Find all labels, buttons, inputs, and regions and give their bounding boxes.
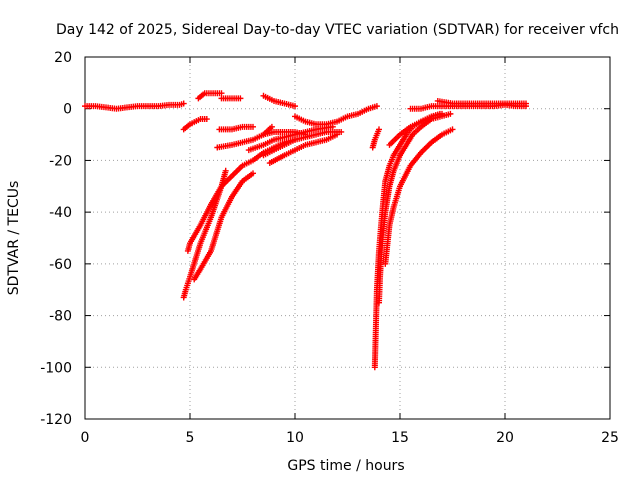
data-point <box>447 110 454 117</box>
data-point <box>292 103 298 110</box>
y-tick-label: -40 <box>49 205 72 221</box>
plot-frame <box>84 56 611 420</box>
y-tick-label: -20 <box>49 153 72 169</box>
data-point <box>376 126 382 133</box>
data-point <box>268 123 275 130</box>
grid <box>85 57 610 419</box>
y-tick-label: -120 <box>40 412 72 428</box>
data-points <box>82 90 529 371</box>
y-tick-label: -100 <box>40 360 72 376</box>
data-point <box>250 123 256 130</box>
data-point <box>237 95 244 102</box>
x-axis-label: GPS time / hours <box>287 458 404 474</box>
data-point <box>338 128 345 135</box>
data-point <box>218 90 225 97</box>
data-point <box>180 100 187 107</box>
x-tick-label: 5 <box>186 430 195 446</box>
chart-title: Day 142 of 2025, Sidereal Day-to-day VTE… <box>56 22 619 38</box>
data-point <box>203 116 210 123</box>
y-tick-label: -80 <box>49 309 72 325</box>
y-axis-label: SDTVAR / TECUs <box>6 181 22 296</box>
x-tick-label: 0 <box>81 430 90 446</box>
data-point <box>436 110 443 117</box>
data-point <box>449 126 456 133</box>
x-tick-label: 20 <box>496 430 514 446</box>
x-tick-label: 25 <box>601 430 619 446</box>
data-point <box>334 131 340 138</box>
data-point <box>523 100 529 107</box>
data-point <box>222 167 229 174</box>
data-point <box>292 136 298 143</box>
x-tick-label: 15 <box>391 430 409 446</box>
y-tick-label: 20 <box>54 50 72 66</box>
y-tick-label: 0 <box>63 102 72 118</box>
data-point <box>250 170 256 177</box>
data-point <box>373 103 380 110</box>
y-tick-label: -60 <box>49 257 72 273</box>
x-tick-label: 10 <box>286 430 304 446</box>
x-ticks: 0 5 10 15 20 25 <box>81 57 619 446</box>
y-ticks: 20 0 -20 -40 -60 -80 -100 -120 <box>40 50 610 428</box>
